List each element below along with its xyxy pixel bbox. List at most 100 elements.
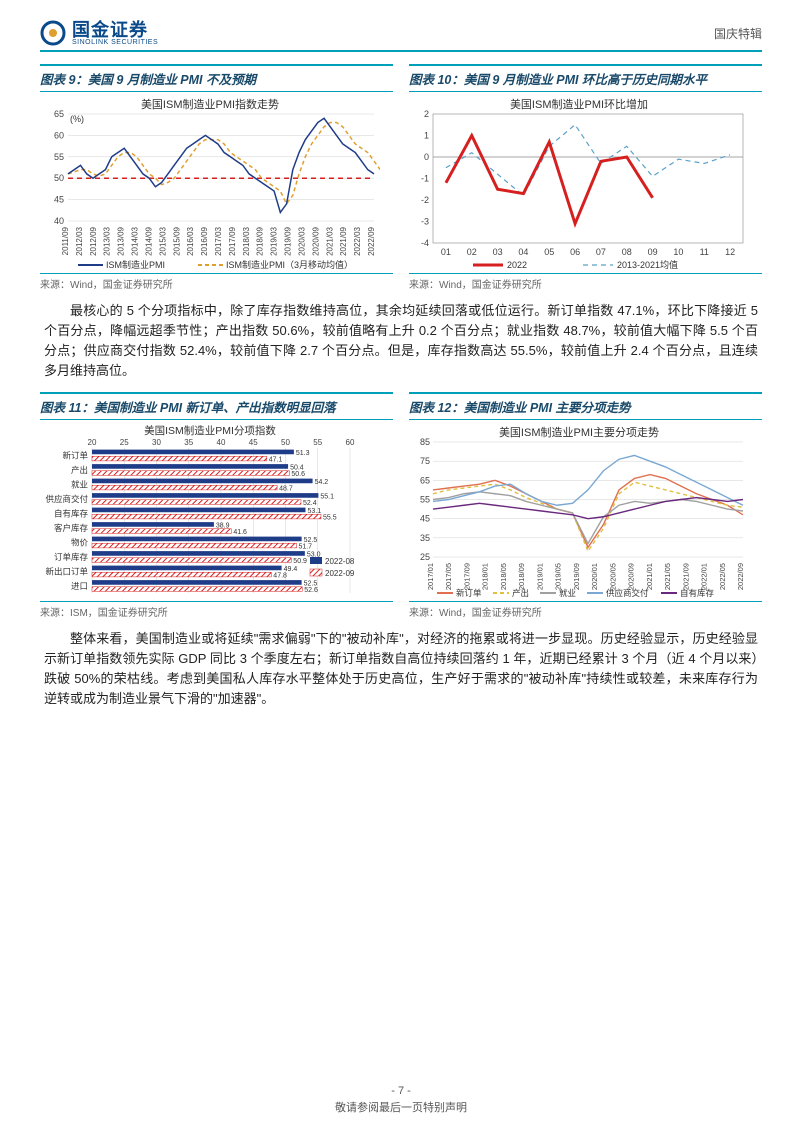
svg-text:02: 02 (467, 247, 477, 257)
svg-text:2022/09: 2022/09 (736, 563, 745, 590)
logo-en: SINOLINK SECURITIES (72, 39, 158, 46)
chart-block-12: 图表 12：美国制造业 PMI 主要分项走势 美国ISM制造业PMI主要分项走势… (409, 392, 762, 619)
svg-text:60: 60 (54, 130, 64, 140)
page-number: - 7 - (0, 1085, 802, 1097)
svg-text:-3: -3 (421, 217, 429, 227)
svg-text:65: 65 (54, 109, 64, 119)
svg-text:2020/09: 2020/09 (311, 226, 320, 255)
logo-icon (40, 20, 66, 46)
svg-text:0: 0 (424, 152, 429, 162)
svg-text:新订单: 新订单 (62, 450, 88, 460)
svg-text:自有库存: 自有库存 (680, 588, 715, 598)
svg-text:75: 75 (420, 456, 430, 466)
svg-text:新订单: 新订单 (456, 588, 482, 598)
svg-text:产出: 产出 (512, 588, 529, 598)
header-right: 国庆特辑 (714, 25, 762, 42)
svg-text:2019/09: 2019/09 (572, 563, 581, 590)
svg-text:2021/09: 2021/09 (681, 563, 690, 590)
svg-text:2019/01: 2019/01 (535, 563, 544, 590)
svg-text:50: 50 (54, 173, 64, 183)
svg-text:2022-08: 2022-08 (325, 557, 355, 566)
svg-text:美国ISM制造业PMI指数走势: 美国ISM制造业PMI指数走势 (141, 97, 279, 111)
svg-text:30: 30 (152, 438, 161, 447)
svg-text:40: 40 (217, 438, 226, 447)
chart11-title: 图表 11：美国制造业 PMI 新订单、产出指数明显回落 (40, 392, 393, 420)
svg-text:2022/09: 2022/09 (367, 226, 376, 255)
svg-text:2020/05: 2020/05 (608, 563, 617, 590)
chart12-title: 图表 12：美国制造业 PMI 主要分项走势 (409, 392, 762, 420)
svg-text:12: 12 (725, 247, 735, 257)
chart9-title: 图表 9：美国 9 月制造业 PMI 不及预期 (40, 64, 393, 92)
svg-text:38.9: 38.9 (216, 522, 230, 529)
svg-text:55: 55 (420, 494, 430, 504)
svg-text:-2: -2 (421, 195, 429, 205)
svg-text:25: 25 (420, 552, 430, 562)
svg-text:2: 2 (424, 109, 429, 119)
svg-text:35: 35 (184, 438, 193, 447)
svg-text:2018/05: 2018/05 (499, 563, 508, 590)
svg-text:2022-09: 2022-09 (325, 569, 355, 578)
svg-text:2022/03: 2022/03 (353, 226, 362, 255)
footer: - 7 - 敬请参阅最后一页特别声明 (0, 1085, 802, 1115)
svg-text:55: 55 (313, 438, 322, 447)
svg-text:美国ISM制造业PMI分项指数: 美国ISM制造业PMI分项指数 (144, 424, 276, 437)
chart-block-11: 图表 11：美国制造业 PMI 新订单、产出指数明显回落 美国ISM制造业PMI… (40, 392, 393, 619)
svg-text:美国ISM制造业PMI环比增加: 美国ISM制造业PMI环比增加 (510, 97, 648, 111)
svg-text:08: 08 (622, 247, 632, 257)
chart12-source: 来源：Wind，国金证券研究所 (409, 601, 762, 619)
svg-text:51.3: 51.3 (296, 449, 310, 456)
svg-text:35: 35 (420, 532, 430, 542)
paragraph-2: 整体来看，美国制造业或将延续"需求偏弱"下的"被动补库"，对经济的拖累或将进一步… (40, 629, 762, 710)
svg-text:11: 11 (700, 247, 709, 257)
paragraph-1: 最核心的 5 个分项指标中，除了库存指数维持高位，其余均延续回落或低位运行。新订… (40, 301, 762, 382)
svg-text:(%): (%) (70, 114, 84, 124)
svg-text:2018/03: 2018/03 (242, 226, 251, 255)
svg-text:美国ISM制造业PMI主要分项走势: 美国ISM制造业PMI主要分项走势 (499, 425, 659, 439)
svg-text:55.1: 55.1 (320, 493, 334, 500)
chart11-source: 来源：ISM，国金证券研究所 (40, 601, 393, 619)
svg-text:2021/03: 2021/03 (325, 226, 334, 255)
svg-text:65: 65 (420, 475, 430, 485)
svg-text:10: 10 (673, 247, 683, 257)
svg-text:55: 55 (54, 152, 64, 162)
svg-text:供应商交付: 供应商交付 (606, 588, 649, 598)
svg-text:2014/09: 2014/09 (144, 226, 153, 255)
svg-text:ISM制造业PMI: ISM制造业PMI (106, 259, 165, 270)
svg-text:41.6: 41.6 (233, 529, 247, 536)
svg-text:-1: -1 (421, 174, 429, 184)
svg-text:25: 25 (120, 438, 129, 447)
svg-text:47.8: 47.8 (273, 572, 287, 579)
chart9-source: 来源：Wind，国金证券研究所 (40, 273, 393, 291)
svg-text:2019/03: 2019/03 (270, 226, 279, 255)
chart10-title: 图表 10：美国 9 月制造业 PMI 环比高于历史同期水平 (409, 64, 762, 92)
svg-text:2020/03: 2020/03 (297, 226, 306, 255)
svg-text:45: 45 (54, 195, 64, 205)
svg-text:就业: 就业 (559, 588, 576, 598)
svg-text:85: 85 (420, 437, 430, 447)
svg-text:2020/01: 2020/01 (590, 563, 599, 590)
chart-block-10: 图表 10：美国 9 月制造业 PMI 环比高于历史同期水平 美国ISM制造业P… (409, 64, 762, 291)
svg-text:09: 09 (648, 247, 658, 257)
svg-text:52.6: 52.6 (304, 587, 318, 594)
chart-block-9: 图表 9：美国 9 月制造业 PMI 不及预期 美国ISM制造业PMI指数走势 (… (40, 64, 393, 291)
chart10-area: 美国ISM制造业PMI环比增加-4-3-2-101201020304050607… (409, 96, 762, 271)
svg-text:2022: 2022 (507, 260, 527, 270)
svg-text:2017/09: 2017/09 (228, 226, 237, 255)
svg-text:进口: 进口 (71, 580, 88, 590)
svg-text:2021/01: 2021/01 (645, 563, 654, 590)
svg-text:45: 45 (420, 513, 430, 523)
svg-text:55.5: 55.5 (323, 514, 337, 521)
svg-text:物价: 物价 (71, 537, 89, 547)
svg-text:40: 40 (54, 216, 64, 226)
chart9-area: 美国ISM制造业PMI指数走势(%)4045505560652011/09201… (40, 96, 393, 271)
svg-text:52.4: 52.4 (303, 500, 317, 507)
svg-text:04: 04 (518, 247, 528, 257)
svg-text:03: 03 (493, 247, 503, 257)
svg-text:客户库存: 客户库存 (54, 522, 89, 532)
svg-text:2012/03: 2012/03 (75, 226, 84, 255)
svg-text:2018/09: 2018/09 (517, 563, 526, 590)
svg-text:2018/01: 2018/01 (481, 563, 490, 590)
svg-text:06: 06 (570, 247, 580, 257)
page-header: 国金证券 SINOLINK SECURITIES 国庆特辑 (40, 20, 762, 52)
logo: 国金证券 SINOLINK SECURITIES (40, 20, 158, 46)
